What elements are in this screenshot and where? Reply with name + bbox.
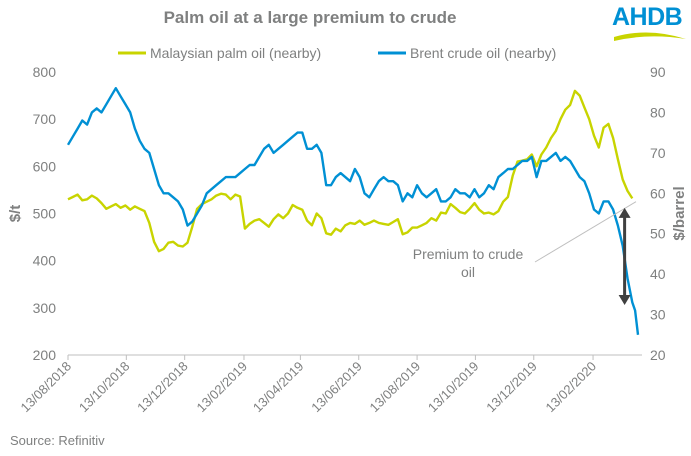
y-right-tick-label: 80: [650, 104, 666, 120]
y-right-tick-label: 50: [650, 226, 666, 242]
y-right-tick-label: 30: [650, 307, 666, 323]
y-left-tick-label: 500: [33, 206, 57, 222]
series-layer: [66, 86, 640, 335]
x-tick-label: 13/10/2018: [76, 359, 133, 416]
y-left-tick-label: 400: [33, 253, 57, 269]
y-right-tick-label: 20: [650, 347, 666, 363]
x-tick-label: 13/10/2019: [425, 359, 482, 416]
y-left-axis-title: $/t: [7, 205, 24, 223]
ahdb-logo: AHDB: [612, 3, 688, 47]
legend-label: Brent crude oil (nearby): [410, 45, 556, 61]
x-tick-label: 13/06/2019: [308, 359, 365, 416]
x-tick-label: 13/12/2018: [134, 359, 191, 416]
y-left-tick-label: 600: [33, 158, 57, 174]
y-left-tick-label: 800: [33, 64, 57, 80]
annotation-layer: Premium to crude oil: [413, 201, 637, 306]
source-note: Source: Refinitiv: [10, 433, 105, 448]
x-tick-label: 13/08/2018: [17, 359, 74, 416]
chart-title: Palm oil at a large premium to crude: [163, 8, 457, 27]
y-left-tick-label: 700: [33, 111, 57, 127]
legend-label: Malaysian palm oil (nearby): [150, 45, 321, 61]
x-tick-label: 13/12/2019: [483, 359, 540, 416]
premium-arrow-head-up: [618, 207, 631, 218]
logo-swoosh-icon: [614, 32, 686, 41]
premium-arrow-head-down: [618, 295, 631, 306]
x-tick-label: 13/08/2019: [367, 359, 424, 416]
series-line-brent-crude: [66, 86, 640, 335]
axes: 200 300 400 500 600 700 800 20 30 40 50 60 70 80 90 $/t…: [7, 64, 688, 415]
callout-line: [534, 201, 637, 263]
series-line-palm-oil: [67, 89, 634, 253]
y-right-axis-title: $/barrel: [671, 186, 688, 240]
y-right-tick-label: 90: [650, 64, 666, 80]
y-left-tick-label: 200: [33, 347, 57, 363]
callout-label: oil: [461, 264, 475, 280]
callout-label: Premium to crude: [413, 246, 524, 262]
legend: Malaysian palm oil (nearby) Brent crude o…: [118, 45, 556, 61]
y-left-tick-label: 300: [33, 300, 57, 316]
y-right-tick-label: 40: [650, 266, 666, 282]
y-right-tick-label: 60: [650, 185, 666, 201]
y-right-tick-label: 70: [650, 145, 666, 161]
x-tick-label: 13/04/2019: [250, 359, 307, 416]
x-tick-label: 13/02/2020: [543, 359, 600, 416]
logo-text: AHDB: [612, 3, 683, 31]
x-tick-label: 13/02/2019: [193, 359, 250, 416]
